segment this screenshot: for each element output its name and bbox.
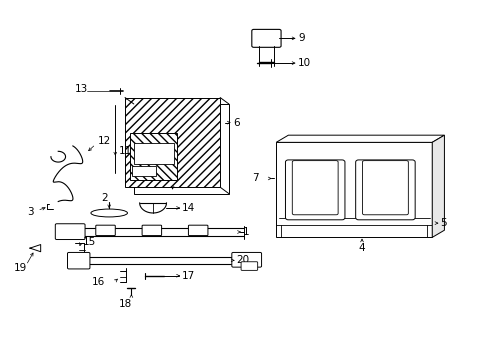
Text: 17: 17 [182, 271, 195, 281]
FancyBboxPatch shape [231, 252, 261, 267]
Text: 2: 2 [101, 193, 107, 203]
FancyBboxPatch shape [188, 225, 207, 235]
Text: 10: 10 [298, 58, 311, 68]
Text: 11: 11 [119, 146, 132, 156]
Polygon shape [276, 135, 444, 142]
Ellipse shape [91, 209, 127, 217]
Text: 6: 6 [233, 118, 240, 128]
Bar [134, 104, 228, 194]
Bar [130, 134, 177, 180]
FancyBboxPatch shape [292, 161, 337, 215]
FancyBboxPatch shape [55, 224, 85, 239]
Bar [276, 142, 431, 237]
Text: 7: 7 [252, 174, 259, 184]
Text: 13: 13 [75, 84, 88, 94]
Text: 3: 3 [27, 207, 34, 217]
Bar [134, 143, 173, 164]
Text: 18: 18 [119, 299, 132, 309]
Text: 8: 8 [164, 173, 171, 183]
Text: 9: 9 [298, 33, 304, 43]
FancyBboxPatch shape [96, 225, 115, 235]
FancyBboxPatch shape [241, 262, 257, 270]
Bar [132, 166, 156, 176]
Text: 14: 14 [182, 203, 195, 213]
Text: 19: 19 [14, 263, 27, 273]
FancyBboxPatch shape [355, 160, 414, 220]
FancyBboxPatch shape [251, 30, 281, 47]
FancyBboxPatch shape [285, 160, 344, 220]
Text: 16: 16 [92, 277, 105, 287]
Bar [130, 134, 177, 180]
Bar [125, 98, 220, 187]
Text: 4: 4 [358, 243, 365, 253]
Polygon shape [431, 135, 444, 237]
Text: 15: 15 [82, 237, 96, 247]
Text: 12: 12 [98, 136, 111, 146]
FancyBboxPatch shape [142, 225, 161, 235]
Text: 1: 1 [243, 227, 249, 237]
Bar [125, 98, 220, 187]
Text: 20: 20 [236, 255, 249, 265]
FancyBboxPatch shape [67, 252, 90, 269]
Text: 5: 5 [440, 218, 446, 228]
FancyBboxPatch shape [362, 161, 407, 215]
